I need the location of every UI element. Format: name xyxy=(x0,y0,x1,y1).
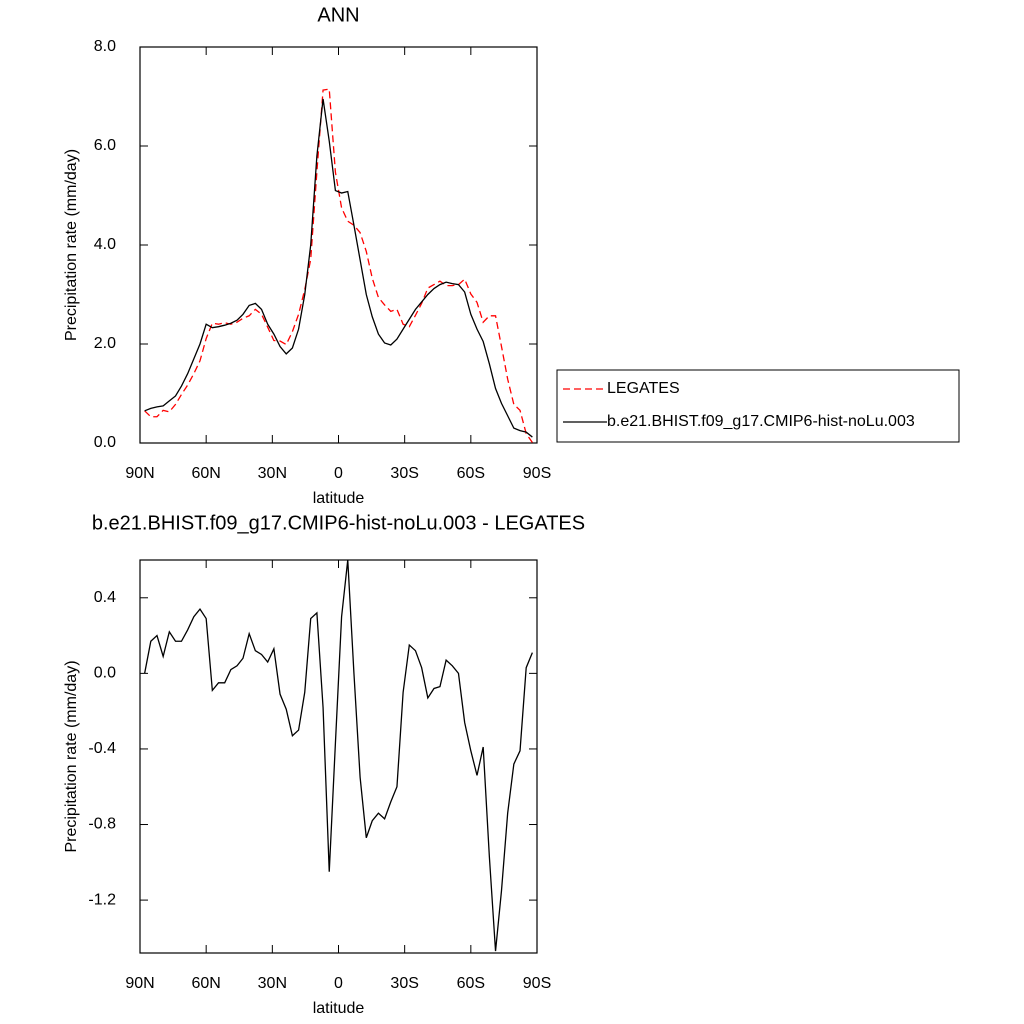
chart-title: ANN xyxy=(317,4,359,26)
y-tick-label: -0.4 xyxy=(88,740,116,757)
legend-label: LEGATES xyxy=(607,380,680,397)
x-tick-label: 0 xyxy=(334,975,343,992)
x-tick-label: 30S xyxy=(390,975,418,992)
y-tick-label: 8.0 xyxy=(94,38,116,55)
y-tick-label: 0.0 xyxy=(94,434,116,451)
x-tick-label: 90N xyxy=(125,975,154,992)
y-axis-label: Precipitation rate (mm/day) xyxy=(63,660,80,852)
plot-frame xyxy=(139,559,538,954)
x-tick-label: 30N xyxy=(258,465,287,482)
y-tick-label: -0.8 xyxy=(88,816,116,833)
x-tick-label: 60N xyxy=(191,465,220,482)
x-tick-label: 90S xyxy=(523,975,551,992)
x-tick-label: 90S xyxy=(523,465,551,482)
x-tick-label: 90N xyxy=(125,465,154,482)
y-tick-label: 0.0 xyxy=(94,665,116,682)
x-tick-label: 0 xyxy=(334,465,343,482)
y-tick-label: 4.0 xyxy=(94,236,116,253)
legend-label: b.e21.BHIST.f09_g17.CMIP6-hist-noLu.003 xyxy=(607,413,915,430)
legend-box xyxy=(556,369,960,443)
y-axis-label: Precipitation rate (mm/day) xyxy=(63,149,80,341)
x-tick-label: 60N xyxy=(191,975,220,992)
plot-frame xyxy=(139,46,538,444)
y-tick-label: 0.4 xyxy=(94,589,116,606)
x-tick-label: 30N xyxy=(258,975,287,992)
x-tick-label: 30S xyxy=(390,465,418,482)
x-tick-label: 60S xyxy=(457,465,485,482)
y-tick-label: 2.0 xyxy=(94,335,116,352)
series-line xyxy=(143,559,533,952)
y-tick-label: 6.0 xyxy=(94,137,116,154)
y-tick-label: -1.2 xyxy=(88,891,116,908)
series-line xyxy=(144,88,533,443)
series-line xyxy=(144,98,533,438)
x-axis-label: latitude xyxy=(313,490,365,507)
chart-title: b.e21.BHIST.f09_g17.CMIP6-hist-noLu.003 … xyxy=(92,512,585,534)
x-tick-label: 60S xyxy=(457,975,485,992)
x-axis-label: latitude xyxy=(313,1000,365,1017)
